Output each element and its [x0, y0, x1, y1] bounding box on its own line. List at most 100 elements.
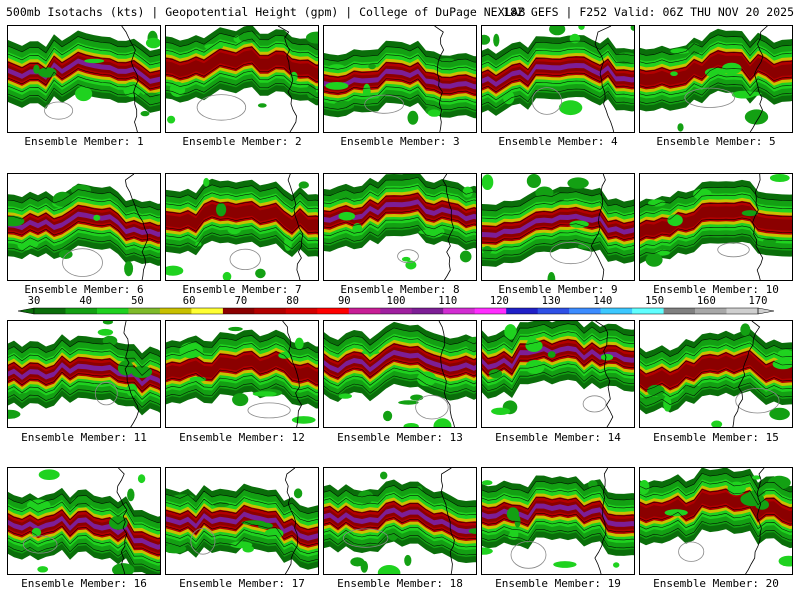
color-legend-tick-label: 30 — [28, 295, 41, 307]
jet-stream-map — [8, 174, 160, 280]
ensemble-panel-6 — [7, 173, 161, 281]
ensemble-panel-13 — [323, 320, 477, 428]
color-legend-tick-label: 80 — [286, 295, 299, 307]
color-legend-swatch — [254, 308, 287, 314]
color-legend-tick-label: 140 — [593, 295, 612, 307]
color-legend-swatch — [380, 308, 413, 314]
jet-stream-map — [640, 174, 792, 280]
color-legend-swatch — [474, 308, 507, 314]
ensemble-member-label: Ensemble Member: 14 — [495, 431, 621, 444]
color-legend-swatch — [285, 308, 318, 314]
color-legend-tick-label: 100 — [387, 295, 406, 307]
color-legend-swatch — [222, 308, 255, 314]
ensemble-member-label: Ensemble Member: 4 — [498, 135, 618, 148]
jet-stream-map — [166, 321, 318, 427]
jet-stream-map — [324, 321, 476, 427]
color-legend-tick-label: 40 — [79, 295, 92, 307]
color-legend-tick-label: 160 — [697, 295, 716, 307]
ensemble-panel-5 — [639, 25, 793, 133]
color-legend-swatch — [65, 308, 98, 314]
jet-stream-map — [482, 174, 634, 280]
jet-stream-map — [482, 26, 634, 132]
ensemble-panel-11 — [7, 320, 161, 428]
color-legend-arrow-right — [757, 307, 775, 315]
ensemble-member-label: Ensemble Member: 19 — [495, 577, 621, 590]
jet-stream-map — [640, 26, 792, 132]
ensemble-member-label: Ensemble Member: 6 — [24, 283, 144, 296]
color-legend-tick-label: 130 — [542, 295, 561, 307]
color-legend-swatch — [632, 308, 665, 314]
jet-stream-map — [8, 321, 160, 427]
ensemble-panel-9 — [481, 173, 635, 281]
ensemble-panel-20 — [639, 467, 793, 575]
ensemble-member-label: Ensemble Member: 8 — [340, 283, 460, 296]
ensemble-member-label: Ensemble Member: 12 — [179, 431, 305, 444]
ensemble-panel-19 — [481, 467, 635, 575]
ensemble-panel-18 — [323, 467, 477, 575]
ensemble-member-label: Ensemble Member: 5 — [656, 135, 776, 148]
ensemble-panel-12 — [165, 320, 319, 428]
ensemble-member-label: Ensemble Member: 20 — [653, 577, 779, 590]
ensemble-member-label: Ensemble Member: 17 — [179, 577, 305, 590]
jet-stream-map — [324, 174, 476, 280]
color-legend-tick-label: 110 — [438, 295, 457, 307]
ensemble-member-label: Ensemble Member: 15 — [653, 431, 779, 444]
color-legend-swatch — [97, 308, 129, 314]
color-legend-swatch — [443, 308, 476, 314]
ensemble-member-label: Ensemble Member: 13 — [337, 431, 463, 444]
color-legend-swatch — [411, 308, 444, 314]
ensemble-panel-1 — [7, 25, 161, 133]
color-legend-swatch — [695, 308, 727, 314]
jet-stream-map — [324, 26, 476, 132]
color-legend-swatch — [191, 308, 224, 314]
ensemble-panel-10 — [639, 173, 793, 281]
jet-stream-map — [166, 174, 318, 280]
ensemble-panel-8 — [323, 173, 477, 281]
color-legend-tick-label: 90 — [338, 295, 351, 307]
ensemble-member-label: Ensemble Member: 18 — [337, 577, 463, 590]
header-title: 500mb Isotachs (kts) | Geopotential Heig… — [6, 5, 526, 19]
ensemble-panel-2 — [165, 25, 319, 133]
color-legend-swatch — [726, 308, 759, 314]
color-legend-swatch — [128, 308, 161, 314]
color-legend: 30 40 50 60 70 80 90 100 110 120 130 140 150 160 170 — [14, 295, 786, 318]
color-legend-swatch — [506, 308, 539, 314]
jet-stream-map — [482, 468, 634, 574]
jet-stream-map — [482, 321, 634, 427]
color-legend-swatch — [34, 308, 66, 314]
color-legend-tick-label: 60 — [183, 295, 196, 307]
jet-stream-map — [640, 468, 792, 574]
ensemble-panel-14 — [481, 320, 635, 428]
color-legend-swatch — [317, 308, 350, 314]
color-legend-arrow-left — [17, 307, 35, 315]
color-legend-tick-label: 150 — [645, 295, 664, 307]
ensemble-panel-15 — [639, 320, 793, 428]
color-legend-swatch — [663, 308, 696, 314]
ensemble-panel-3 — [323, 25, 477, 133]
color-legend-swatch — [348, 308, 381, 314]
ensemble-panel-4 — [481, 25, 635, 133]
jet-stream-map — [8, 26, 160, 132]
jet-stream-map — [8, 468, 160, 574]
color-legend-swatch — [600, 308, 633, 314]
color-legend-swatch — [159, 308, 192, 314]
color-legend-tick-label: 120 — [490, 295, 509, 307]
jet-stream-map — [324, 468, 476, 574]
color-legend-tick-label: 170 — [749, 295, 768, 307]
color-legend-swatch — [537, 308, 570, 314]
jet-stream-map — [166, 26, 318, 132]
ensemble-member-label: Ensemble Member: 9 — [498, 283, 618, 296]
color-legend-tick-label: 70 — [235, 295, 248, 307]
ensemble-member-label: Ensemble Member: 2 — [182, 135, 302, 148]
ensemble-member-label: Ensemble Member: 10 — [653, 283, 779, 296]
ensemble-member-label: Ensemble Member: 7 — [182, 283, 302, 296]
ensemble-member-label: Ensemble Member: 11 — [21, 431, 147, 444]
ensemble-member-label: Ensemble Member: 1 — [24, 135, 144, 148]
color-legend-swatch — [569, 308, 602, 314]
color-legend-bar: 30 40 50 60 70 80 90 100 110 120 130 140 150 160 170 — [17, 295, 775, 315]
ensemble-member-label: Ensemble Member: 3 — [340, 135, 460, 148]
jet-stream-map — [166, 468, 318, 574]
header: 500mb Isotachs (kts) | Geopotential Heig… — [6, 5, 794, 19]
jet-stream-map — [640, 321, 792, 427]
ensemble-panel-7 — [165, 173, 319, 281]
